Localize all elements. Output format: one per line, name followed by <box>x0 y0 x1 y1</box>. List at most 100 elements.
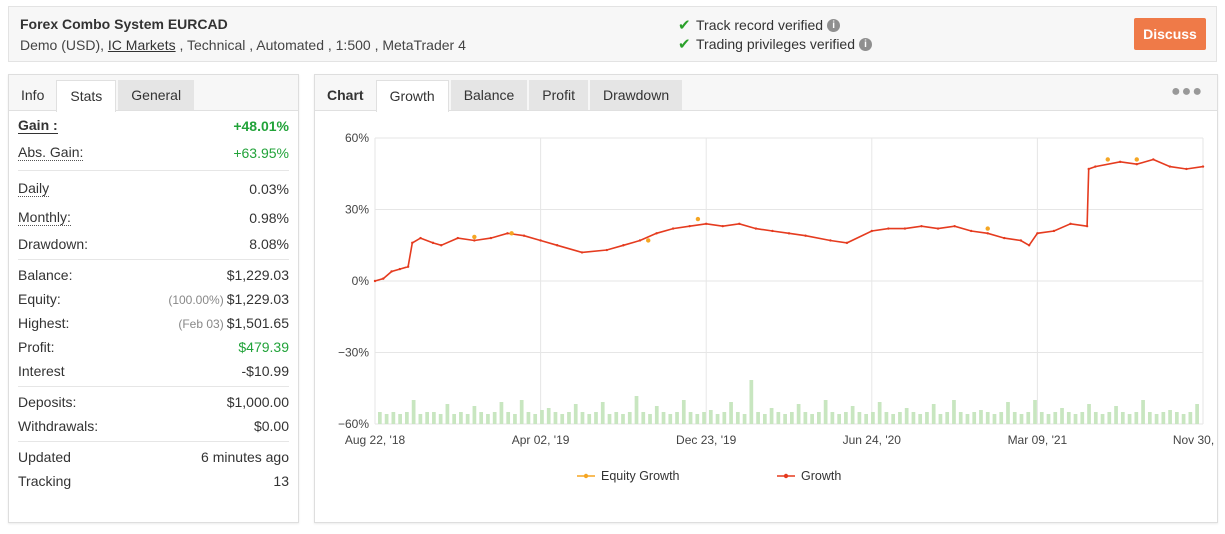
volume-bar <box>999 412 1004 424</box>
volume-bar <box>479 412 484 424</box>
tab-chart[interactable]: Chart <box>327 87 364 103</box>
drawdown-label: Drawdown: <box>18 236 89 252</box>
volume-bar <box>492 412 497 424</box>
stat-highest: Highest: (Feb 03) $1,501.65 <box>18 311 289 335</box>
trading-privileges-label: Trading privileges verified <box>696 36 855 52</box>
stat-balance: Balance: $1,229.03 <box>18 263 289 287</box>
growth-point <box>829 239 832 242</box>
chart-legend: Equity Growth Growth <box>577 469 841 483</box>
tracking-label: Tracking <box>18 473 72 489</box>
x-tick-label: Aug 22, '18 <box>345 433 406 447</box>
growth-point <box>398 267 402 271</box>
track-record-label: Track record verified <box>696 17 824 33</box>
volume-bar <box>871 412 875 424</box>
stat-abs-gain: Abs. Gain: +63.95% <box>18 138 289 167</box>
volume-bar <box>850 406 855 424</box>
discuss-button[interactable]: Discuss <box>1134 18 1206 50</box>
ellipsis-icon[interactable]: ●●● <box>1171 83 1203 100</box>
monthly-label[interactable]: Monthly: <box>18 208 71 226</box>
volume-bar <box>452 414 457 424</box>
system-info-prefix: Demo (USD), <box>20 37 108 53</box>
volume-bar <box>695 414 700 424</box>
volume-bar <box>607 414 612 424</box>
growth-point <box>1027 244 1031 247</box>
info-icon[interactable]: i <box>827 18 841 32</box>
stat-interest: Interest -$10.99 <box>18 359 289 383</box>
growth-point <box>522 234 526 237</box>
volume-bar <box>952 400 956 424</box>
volume-bar <box>830 412 835 424</box>
growth-point <box>721 224 724 228</box>
y-tick-label: 30% <box>345 203 369 217</box>
tab-growth[interactable]: Growth <box>375 80 449 112</box>
volume-bar <box>600 402 605 424</box>
updated-label: Updated <box>18 449 71 465</box>
volume-bar <box>864 414 869 424</box>
growth-point <box>622 244 625 247</box>
volume-bar <box>459 412 463 424</box>
growth-point <box>920 224 923 228</box>
growth-point <box>1085 224 1089 228</box>
growth-point <box>787 232 791 235</box>
tab-balance[interactable]: Balance <box>450 80 528 110</box>
volume-bar <box>1120 412 1125 424</box>
x-tick-label: Nov 30, '21 <box>1173 433 1217 447</box>
tab-drawdown[interactable]: Drawdown <box>589 80 683 110</box>
equity-growth-point <box>985 226 990 231</box>
check-icon: ✔ <box>678 36 691 53</box>
volume-bar <box>688 412 693 424</box>
daily-label[interactable]: Daily <box>18 179 50 197</box>
equity-growth-point <box>509 231 514 236</box>
volume-bar <box>844 412 848 424</box>
growth-point <box>1052 229 1056 233</box>
deposits-value: $1,000.00 <box>226 394 289 410</box>
volume-bar <box>661 412 666 424</box>
tab-info[interactable]: Info <box>21 87 45 103</box>
volume-bar <box>1195 404 1199 424</box>
growth-point <box>1069 222 1072 225</box>
abs-gain-label[interactable]: Abs. Gain: <box>18 143 84 161</box>
volume-bar <box>729 402 733 424</box>
broker-link[interactable]: IC Markets <box>107 37 176 53</box>
stat-updated: Updated 6 minutes ago <box>18 445 289 469</box>
volume-bar <box>1066 412 1071 424</box>
volume-bar <box>918 414 923 424</box>
growth-point <box>671 227 675 230</box>
growth-chart[interactable]: 60% 30% 0% −30% −60% Aug 22, '18 Apr 02, '19 D… <box>315 112 1217 522</box>
volume-bar <box>1039 412 1044 424</box>
equity-growth-point <box>1105 157 1110 162</box>
volume-bar <box>1141 400 1145 424</box>
volume-bar <box>648 414 652 424</box>
volume-bar <box>634 396 639 424</box>
daily-value: 0.03% <box>249 180 289 197</box>
volume-bar <box>580 412 585 424</box>
volume-bar <box>486 414 490 424</box>
volume-bar <box>506 412 511 424</box>
tracking-value: 13 <box>273 473 289 489</box>
growth-point <box>411 241 414 245</box>
volume-bar <box>911 412 916 424</box>
volume-bar <box>979 410 983 424</box>
chart-grid <box>374 137 1204 425</box>
volume-bar <box>857 412 862 424</box>
volume-bar <box>1087 404 1091 424</box>
volume-bar <box>938 414 943 424</box>
volume-bar <box>1006 402 1010 424</box>
legend-marker <box>583 473 589 479</box>
info-icon[interactable]: i <box>859 37 872 51</box>
volume-bar <box>384 414 389 424</box>
volume-bar <box>1174 412 1179 424</box>
withdrawals-label: Withdrawals: <box>18 418 99 434</box>
volume-bar <box>1019 414 1024 424</box>
tab-profit[interactable]: Profit <box>529 80 588 110</box>
growth-point <box>506 232 509 235</box>
growth-point <box>705 222 708 225</box>
tab-stats[interactable]: Stats <box>56 80 117 112</box>
volume-bar <box>1093 412 1098 424</box>
gain-label[interactable]: Gain : <box>18 117 58 134</box>
growth-point <box>580 251 584 254</box>
stat-profit: Profit: $479.39 <box>18 335 289 359</box>
interest-label: Interest <box>18 363 65 379</box>
tab-general[interactable]: General <box>118 80 195 110</box>
volume-bar <box>573 404 578 424</box>
